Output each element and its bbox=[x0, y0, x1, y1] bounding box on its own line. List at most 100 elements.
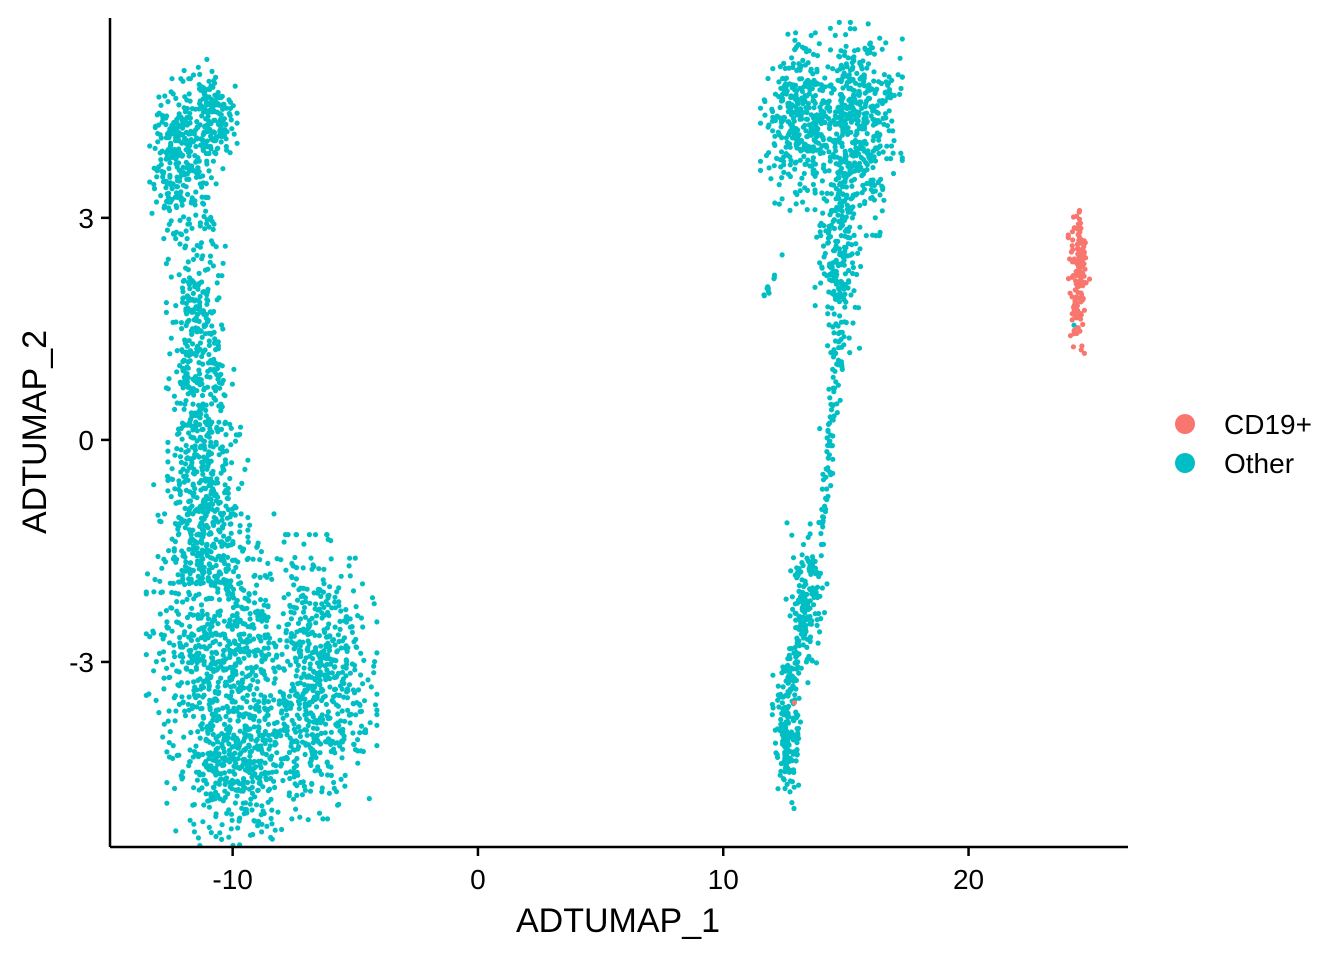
point-other bbox=[198, 560, 204, 567]
point-other bbox=[294, 597, 301, 603]
point-other bbox=[247, 522, 253, 528]
point-other bbox=[844, 202, 850, 208]
point-other bbox=[206, 168, 212, 174]
point-other bbox=[235, 765, 242, 771]
point-other bbox=[196, 106, 202, 112]
point-other bbox=[292, 554, 298, 561]
point-other bbox=[787, 108, 793, 114]
point-other bbox=[262, 632, 268, 638]
point-other bbox=[245, 555, 251, 561]
point-other bbox=[229, 381, 235, 387]
point-other bbox=[816, 610, 822, 617]
point-other bbox=[336, 638, 342, 645]
point-other bbox=[800, 124, 807, 130]
point-other bbox=[783, 144, 789, 150]
point-other bbox=[253, 706, 259, 712]
point-other bbox=[779, 196, 785, 202]
point-other bbox=[179, 202, 185, 208]
point-other bbox=[275, 809, 281, 815]
point-other bbox=[220, 128, 226, 134]
point-other bbox=[204, 217, 210, 223]
point-other bbox=[297, 639, 303, 645]
point-other bbox=[176, 146, 182, 152]
point-other bbox=[203, 550, 210, 556]
point-other bbox=[872, 90, 878, 96]
point-other bbox=[838, 278, 844, 285]
point-other bbox=[316, 670, 322, 677]
point-other bbox=[160, 734, 166, 740]
point-other bbox=[197, 220, 203, 226]
point-other bbox=[166, 740, 172, 746]
point-other bbox=[262, 740, 268, 747]
point-other bbox=[799, 175, 805, 181]
point-other bbox=[197, 122, 203, 128]
point-other bbox=[180, 769, 186, 775]
point-other bbox=[831, 413, 837, 419]
point-other bbox=[829, 264, 835, 270]
point-other bbox=[215, 346, 221, 352]
point-other bbox=[164, 665, 170, 671]
point-other bbox=[193, 652, 199, 658]
point-other bbox=[794, 740, 800, 746]
point-other bbox=[803, 659, 810, 665]
point-other bbox=[821, 271, 827, 277]
point-other bbox=[316, 566, 322, 572]
point-other bbox=[176, 138, 182, 144]
point-other bbox=[803, 46, 809, 52]
point-cd19 bbox=[1078, 290, 1084, 296]
point-other bbox=[772, 740, 779, 746]
point-other bbox=[851, 232, 857, 238]
point-other bbox=[166, 134, 172, 141]
point-other bbox=[297, 627, 303, 633]
point-other bbox=[790, 606, 796, 612]
point-other bbox=[856, 162, 862, 168]
point-other bbox=[836, 339, 842, 345]
point-other bbox=[780, 158, 787, 164]
point-other bbox=[772, 91, 779, 97]
point-other bbox=[197, 706, 204, 712]
point-other bbox=[182, 109, 188, 115]
point-other bbox=[835, 193, 841, 199]
y-tick-label: -3 bbox=[69, 647, 94, 678]
point-other bbox=[801, 153, 807, 159]
point-other bbox=[853, 117, 859, 123]
point-other bbox=[882, 89, 889, 95]
point-other bbox=[852, 26, 858, 32]
point-other bbox=[324, 713, 330, 719]
point-other bbox=[280, 611, 286, 617]
point-other bbox=[256, 635, 263, 641]
point-other bbox=[343, 619, 349, 625]
point-other bbox=[811, 105, 817, 111]
point-other bbox=[229, 744, 235, 750]
point-other bbox=[851, 211, 857, 217]
point-other bbox=[165, 718, 171, 724]
point-other bbox=[846, 335, 852, 341]
point-other bbox=[799, 76, 805, 82]
point-other bbox=[351, 741, 357, 747]
point-other bbox=[313, 620, 319, 626]
point-other bbox=[191, 247, 197, 253]
point-other bbox=[820, 471, 826, 477]
point-other bbox=[234, 614, 240, 620]
point-other bbox=[877, 35, 883, 41]
point-other bbox=[318, 730, 324, 737]
point-other bbox=[173, 708, 179, 714]
point-other bbox=[265, 603, 271, 609]
point-other bbox=[177, 488, 183, 494]
y-tick-label: 0 bbox=[78, 425, 94, 456]
point-other bbox=[232, 651, 238, 657]
point-other bbox=[262, 715, 268, 721]
point-other bbox=[793, 677, 800, 684]
point-other bbox=[208, 391, 214, 397]
point-other bbox=[833, 281, 839, 287]
point-other bbox=[206, 478, 212, 484]
point-other bbox=[202, 267, 209, 273]
point-other bbox=[220, 652, 226, 658]
point-other bbox=[335, 703, 341, 709]
point-other bbox=[187, 419, 193, 425]
point-other bbox=[793, 654, 799, 660]
point-other bbox=[222, 243, 228, 249]
point-other bbox=[898, 150, 904, 156]
point-other bbox=[239, 705, 245, 711]
point-other bbox=[179, 622, 185, 628]
